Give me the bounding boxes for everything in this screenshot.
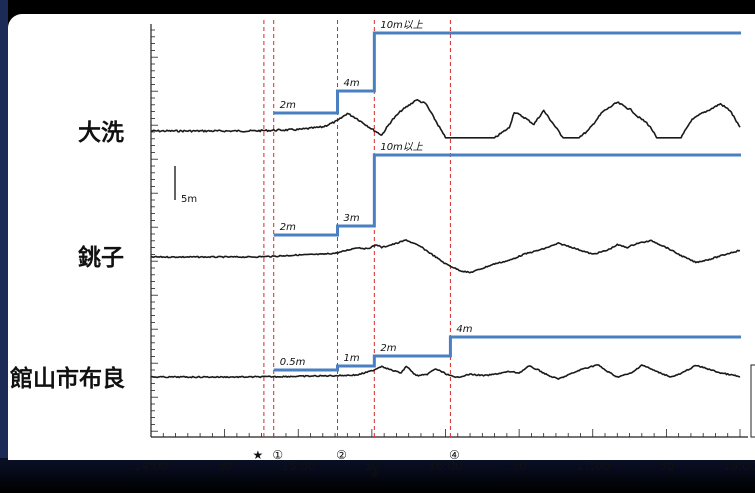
background-footer — [0, 458, 755, 493]
forecast-label: 3m — [344, 213, 360, 224]
chart-panel — [8, 14, 755, 460]
x-tick-label: 30 — [217, 459, 232, 473]
x-tick-label: 18:00 — [723, 459, 755, 473]
x-tick-label: 16:00 — [428, 459, 463, 473]
site-label: 館山市布良 — [10, 365, 125, 392]
event-label: ★ — [253, 448, 264, 462]
wave-series — [150, 98, 741, 139]
forecast-label: 4m — [456, 324, 472, 335]
wave-series — [150, 239, 741, 274]
site-label: 銚子 — [78, 244, 124, 271]
x-tick-label: 30 — [511, 459, 526, 473]
x-tick-label: 15:00 — [281, 459, 316, 473]
forecast-label: 2m — [280, 100, 296, 111]
event-label: ② — [336, 448, 347, 462]
event-label: ④ — [449, 448, 460, 462]
forecast-step-line — [273, 153, 741, 237]
forecast-label: 10m以上 — [380, 141, 423, 153]
x-tick-label: 17:00 — [575, 459, 610, 473]
event-label: ③ — [369, 466, 380, 480]
event-label: ① — [272, 448, 283, 462]
forecast-label: 4m — [344, 78, 360, 89]
forecast-step-line — [273, 335, 741, 372]
wave-series — [150, 364, 741, 380]
scale-bar-label: 5m — [181, 194, 197, 205]
forecast-label: 1m — [344, 353, 360, 364]
forecast-label: 2m — [380, 343, 396, 354]
site-label: 大洗 — [78, 120, 124, 146]
legend-box-fragment — [750, 364, 755, 438]
forecast-label: 0.5m — [280, 357, 306, 368]
forecast-label: 10m以上 — [380, 19, 423, 31]
x-tick-label: 30 — [364, 459, 379, 473]
forecast-step-line — [273, 31, 741, 115]
x-tick-label: 30 — [659, 459, 674, 473]
x-tick-label: 14:00 — [134, 459, 169, 473]
forecast-label: 2m — [280, 222, 296, 233]
background-strip — [0, 0, 8, 493]
